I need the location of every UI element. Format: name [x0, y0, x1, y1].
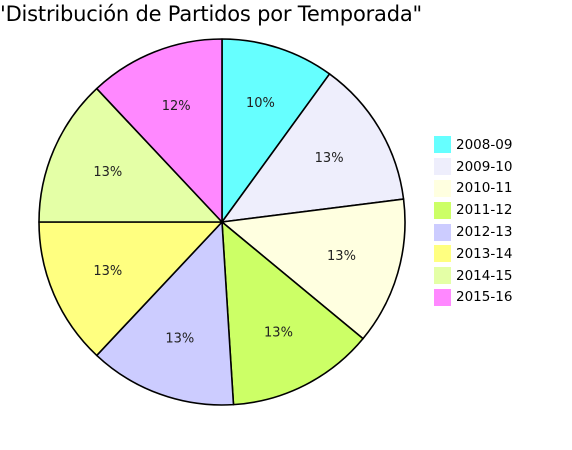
legend-item-2014-15: 2014-15 [434, 265, 512, 287]
legend-swatch [434, 223, 451, 241]
legend-label: 2013-14 [456, 245, 513, 262]
legend-item-2008-09: 2008-09 [434, 134, 512, 156]
legend-swatch [434, 267, 451, 285]
legend-swatch [434, 158, 451, 176]
legend-item-2010-11: 2010-11 [434, 178, 512, 200]
slice-label-2010-11: 13% [327, 249, 356, 264]
slice-label-2008-09: 10% [246, 96, 275, 111]
pie-slice-2014-15 [38, 87, 223, 223]
pie-slice-2013-14 [38, 221, 223, 357]
slice-label-2011-12: 13% [264, 325, 293, 340]
pie-slice-2015-16 [95, 38, 223, 223]
slice-label-2013-14: 13% [93, 264, 122, 279]
legend-label: 2008-09 [456, 136, 513, 153]
slice-label-2009-10: 13% [315, 151, 344, 166]
pie-slice-2008-09 [221, 38, 331, 223]
legend-swatch [434, 245, 451, 263]
legend-label: 2015-16 [456, 289, 513, 306]
pie-slice-2011-12 [221, 221, 364, 406]
legend-item-2013-14: 2013-14 [434, 243, 512, 265]
legend-item-2011-12: 2011-12 [434, 199, 512, 221]
legend-label: 2014-15 [456, 267, 513, 284]
legend-item-2012-13: 2012-13 [434, 221, 512, 243]
legend-swatch [434, 288, 451, 306]
pie-slice-2010-11 [221, 198, 406, 340]
legend: 2008-09 2009-10 2010-11 2011-12 2012-13 2013-… [434, 134, 512, 308]
slice-label-2014-15: 13% [93, 165, 122, 180]
legend-swatch [434, 201, 451, 219]
slice-label-2015-16: 12% [162, 99, 191, 114]
legend-swatch [434, 179, 451, 197]
chart-title: 'Distribución de Partidos por Temporada" [0, 2, 422, 26]
legend-label: 2012-13 [456, 224, 513, 241]
legend-label: 2009-10 [456, 158, 513, 175]
pie-slice-2012-13 [95, 221, 235, 406]
legend-item-2009-10: 2009-10 [434, 156, 512, 178]
legend-label: 2011-12 [456, 202, 513, 219]
legend-item-2015-16: 2015-16 [434, 287, 512, 309]
slice-label-2012-13: 13% [165, 332, 194, 347]
legend-label: 2010-11 [456, 180, 513, 197]
legend-swatch [434, 136, 451, 154]
pie-slice-2009-10 [221, 73, 405, 223]
